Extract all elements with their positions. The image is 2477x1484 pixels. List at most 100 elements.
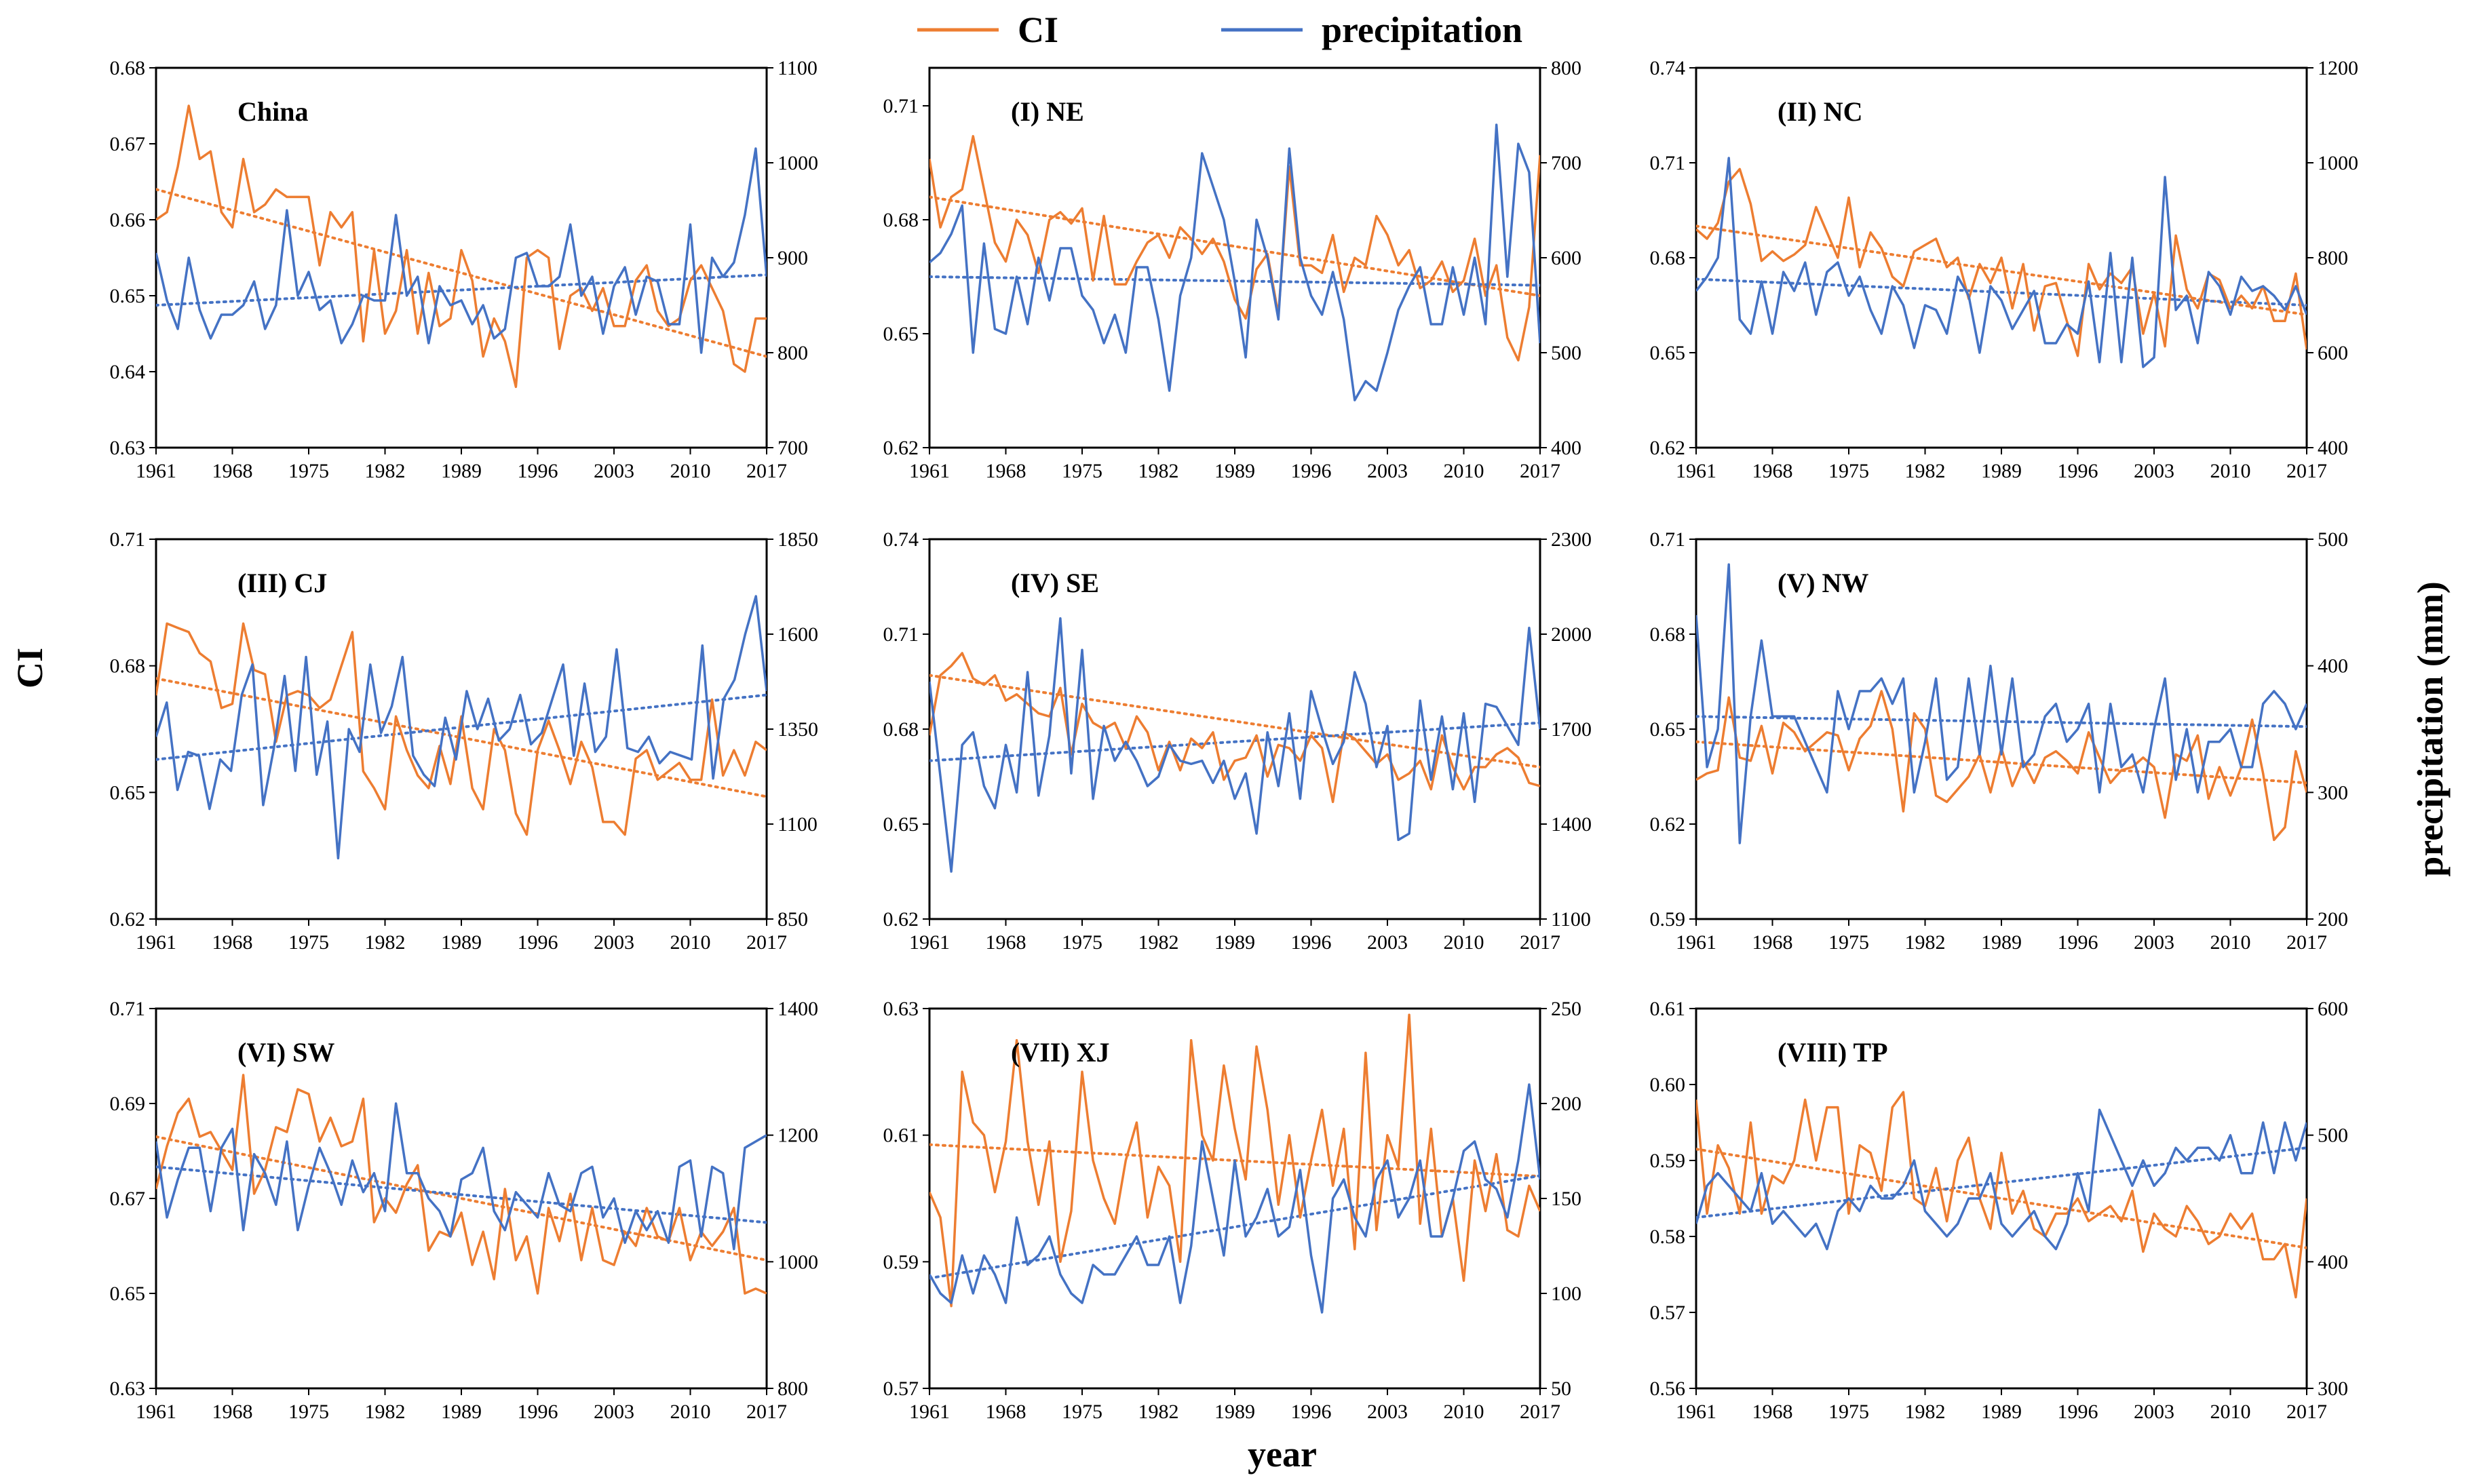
x-tick-label: 1989 — [1981, 1401, 2022, 1423]
x-tick-label: 1961 — [909, 460, 950, 482]
x-tick-label: 2010 — [2210, 1401, 2251, 1423]
x-tick-label: 2010 — [1444, 460, 1484, 482]
ci-tick-label: 0.71 — [1650, 528, 1686, 551]
panel-china: 1961 1968 1975 1982 1989 1996 2003 2010 2017 0.63… — [110, 57, 819, 482]
ci-tick-label: 0.63 — [110, 1378, 146, 1400]
ci-tick-label: 0.59 — [883, 1251, 919, 1273]
ci-tick-label: 0.65 — [1650, 718, 1686, 741]
x-tick-label: 1996 — [1291, 931, 1332, 954]
precip-tick-label: 1850 — [777, 528, 818, 551]
precip-tick-label: 500 — [2318, 1125, 2348, 1147]
ci-tick-label: 0.71 — [883, 95, 919, 117]
precip-tick-label: 2000 — [1551, 623, 1592, 646]
panel-title: (V) NW — [1778, 568, 1868, 598]
ci-series-line — [1696, 1091, 2307, 1299]
precip-tick-label: 1600 — [777, 623, 818, 646]
x-tick-label: 1961 — [1676, 931, 1716, 954]
ci-tick-label: 0.68 — [883, 718, 919, 741]
ci-tick-label: 0.65 — [883, 813, 919, 836]
precip-tick-label: 800 — [1551, 57, 1581, 79]
panel-title: (IV) SE — [1011, 568, 1099, 598]
x-tick-label: 2003 — [1367, 931, 1408, 954]
x-tick-label: 1975 — [1828, 1401, 1869, 1423]
x-tick-label: 1982 — [365, 931, 406, 954]
ci-tick-label: 0.65 — [110, 1283, 146, 1305]
precip-series-line — [929, 617, 1540, 873]
x-tick-label: 1989 — [441, 460, 482, 482]
precip-tick-label: 300 — [2318, 1378, 2348, 1400]
x-tick-label: 1989 — [441, 1401, 482, 1423]
precip-trend-line — [1696, 715, 2307, 728]
x-tick-label: 1982 — [365, 1401, 406, 1423]
precip-tick-label: 500 — [1551, 342, 1581, 364]
ci-tick-label: 0.68 — [110, 655, 146, 678]
precip-tick-label: 800 — [2318, 247, 2348, 269]
y-right-axis-title: precipitation (mm) — [2410, 581, 2451, 876]
x-tick-label: 2003 — [2134, 931, 2174, 954]
x-tick-label: 1996 — [2058, 1401, 2098, 1423]
ci-tick-label: 0.62 — [883, 437, 919, 459]
ci-tick-label: 0.71 — [883, 623, 919, 646]
x-tick-label: 2017 — [1520, 1401, 1560, 1423]
x-tick-label: 1975 — [1828, 460, 1869, 482]
precip-tick-label: 200 — [2318, 908, 2348, 931]
precip-series-line — [156, 1102, 767, 1251]
precip-series-line — [1696, 563, 2307, 844]
precip-series-line — [1696, 157, 2307, 368]
x-tick-label: 2017 — [746, 1401, 787, 1423]
x-tick-label: 1975 — [1828, 931, 1869, 954]
precip-tick-label: 800 — [777, 1378, 808, 1400]
ci-tick-label: 0.61 — [1650, 998, 1686, 1020]
x-tick-label: 1982 — [1138, 1401, 1179, 1423]
ci-tick-label: 0.67 — [110, 1188, 146, 1210]
precip-trend-line — [929, 721, 1540, 762]
precip-tick-label: 1100 — [1551, 908, 1591, 931]
x-tick-label: 2003 — [594, 460, 634, 482]
x-tick-label: 2010 — [670, 460, 711, 482]
x-tick-label: 2017 — [746, 931, 787, 954]
ci-tick-label: 0.65 — [1650, 342, 1686, 364]
precip-tick-label: 500 — [2318, 528, 2348, 551]
panel-title: (VI) SW — [237, 1037, 334, 1068]
panel-vi-sw: 1961 1968 1975 1982 1989 1996 2003 2010 2017 0.63… — [110, 998, 819, 1423]
x-tick-label: 1968 — [212, 1401, 253, 1423]
precip-tick-label: 50 — [1551, 1378, 1571, 1400]
x-tick-label: 1982 — [1905, 1401, 1946, 1423]
panel-v-nw: 1961 1968 1975 1982 1989 1996 2003 2010 2017 0.59… — [1650, 528, 2349, 954]
precip-tick-label: 400 — [2318, 1251, 2348, 1273]
x-tick-label: 2010 — [2210, 460, 2251, 482]
ci-trend-line — [929, 195, 1540, 297]
panel-title: (VII) XJ — [1011, 1037, 1110, 1068]
ci-trend-line — [156, 1135, 767, 1262]
x-tick-label: 1975 — [1062, 931, 1102, 954]
x-tick-label: 1961 — [1676, 1401, 1716, 1423]
x-tick-label: 1996 — [1291, 460, 1332, 482]
ci-series-line — [1696, 690, 2307, 842]
ci-tick-label: 0.74 — [883, 528, 919, 551]
x-tick-label: 1996 — [518, 1401, 558, 1423]
panel-title: China — [237, 96, 309, 127]
precip-tick-label: 150 — [1551, 1188, 1581, 1210]
ci-tick-label: 0.63 — [110, 437, 146, 459]
x-tick-label: 1996 — [518, 460, 558, 482]
x-tick-label: 1961 — [909, 1401, 950, 1423]
x-tick-label: 1961 — [136, 931, 176, 954]
x-tick-label: 2017 — [746, 460, 787, 482]
x-tick-label: 2010 — [1444, 931, 1484, 954]
x-tick-label: 1968 — [1752, 460, 1793, 482]
ci-tick-label: 0.62 — [1650, 813, 1686, 836]
x-tick-label: 1989 — [1981, 460, 2022, 482]
x-tick-label: 1968 — [986, 460, 1026, 482]
x-tick-label: 2003 — [1367, 1401, 1408, 1423]
x-tick-label: 2003 — [594, 1401, 634, 1423]
ci-tick-label: 0.68 — [883, 209, 919, 231]
panel-title: (VIII) TP — [1778, 1037, 1888, 1068]
ci-tick-label: 0.68 — [1650, 247, 1686, 269]
precip-tick-label: 700 — [777, 437, 808, 459]
precip-tick-label: 2300 — [1551, 528, 1592, 551]
ci-tick-label: 0.61 — [883, 1125, 919, 1147]
panel-iv-se: 1961 1968 1975 1982 1989 1996 2003 2010 2017 0.62… — [883, 528, 1592, 954]
x-tick-label: 1989 — [1981, 931, 2022, 954]
ci-tick-label: 0.64 — [110, 361, 146, 383]
